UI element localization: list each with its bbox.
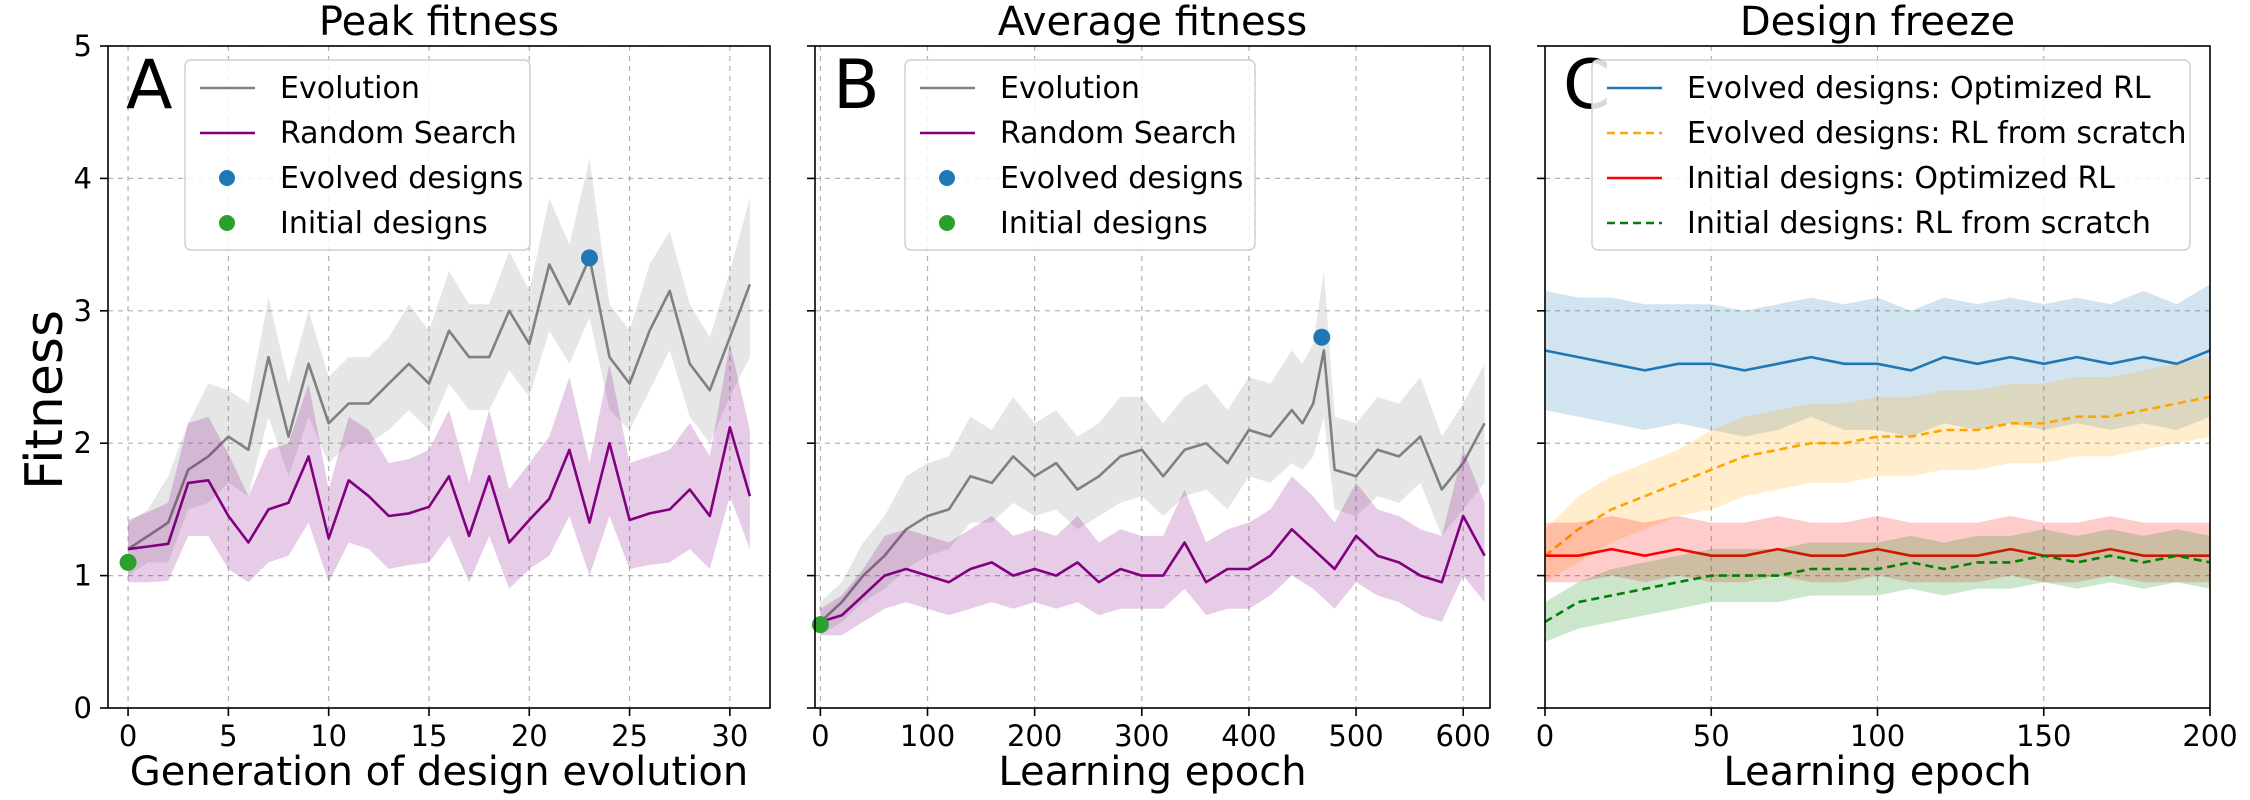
- y-tick-label: 5: [74, 29, 92, 63]
- series-line: [127, 425, 752, 551]
- confidence-band: [128, 343, 750, 589]
- x-tick-label: 200: [1007, 719, 1062, 753]
- chart-panel-a: 0 5 10 15 20 25 30 0 1 2 3 4 5 Peak fitness Generation…: [74, 0, 771, 795]
- plot-frame: [814, 45, 1491, 709]
- legend-box: [904, 59, 1256, 251]
- x-axis-label: Learning epoch: [998, 749, 1306, 795]
- legend-label: Evolution: [280, 71, 420, 106]
- chart-panel-b: 0 100 200 300 400 500 600 Average fitness Learni…: [807, 0, 1491, 795]
- legend-swatch: [939, 215, 955, 231]
- confidence-band: [1545, 284, 2210, 437]
- x-tick-label: 200: [2182, 719, 2237, 753]
- x-tick-label: 20: [511, 719, 548, 753]
- legend-swatch: [219, 170, 235, 186]
- x-tick-label: 300: [1114, 719, 1169, 753]
- plot-frame: [107, 45, 771, 709]
- chart-title: Peak fitness: [319, 0, 559, 45]
- legend: Evolution Random Search Evolved designs Ini…: [904, 59, 1256, 251]
- x-tick-label: 100: [900, 719, 955, 753]
- marker-initial-designs: [811, 616, 829, 634]
- y-tick-label: 1: [74, 559, 92, 593]
- confidence-band: [1545, 357, 2210, 583]
- series-random-search: [127, 343, 752, 589]
- marker-initial-designs: [119, 553, 137, 571]
- x-tick-label: 400: [1221, 719, 1276, 753]
- x-tick-label: 5: [219, 719, 237, 753]
- series-evolved-designs-optimized-rl: [1544, 284, 2211, 437]
- legend-label: Initial designs: [280, 206, 488, 241]
- x-tick-label: 0: [119, 719, 137, 753]
- panel-letter: A: [126, 46, 173, 125]
- x-tick-label: 600: [1436, 719, 1491, 753]
- x-tick-label: 25: [611, 719, 648, 753]
- x-tick-label: 500: [1328, 719, 1383, 753]
- marker-evolved-designs: [580, 249, 598, 267]
- legend-label: Evolved designs: [280, 161, 523, 196]
- confidence-band: [820, 271, 1485, 636]
- legend-label: Evolution: [1000, 71, 1140, 106]
- series-evolution: [819, 271, 1486, 636]
- legend-box: [184, 59, 531, 251]
- series-line: [127, 256, 752, 551]
- panel-letter: B: [833, 46, 880, 125]
- marker-evolved-designs: [1313, 328, 1331, 346]
- y-tick-label: 2: [74, 426, 92, 460]
- series-evolved-designs-rl-from-scratch: [1544, 357, 2211, 583]
- x-tick-label: 0: [1536, 719, 1554, 753]
- legend-swatch: [939, 170, 955, 186]
- chart-title: Design freeze: [1740, 0, 2015, 45]
- y-axis-label: Fitness: [15, 310, 75, 490]
- x-tick-label: 100: [1850, 719, 1905, 753]
- legend-label: Evolved designs: [1000, 161, 1243, 196]
- legend-label: Random Search: [280, 116, 517, 151]
- chart-title: Average fitness: [998, 0, 1308, 45]
- x-tick-label: 30: [711, 719, 748, 753]
- legend-label: Initial designs: [1000, 206, 1208, 241]
- confidence-band: [1545, 529, 2210, 642]
- confidence-band: [820, 449, 1485, 636]
- legend-box: [1591, 59, 2191, 251]
- series-initial-designs-optimized-rl: [1544, 516, 2211, 583]
- x-tick-label: 15: [411, 719, 448, 753]
- y-tick-label: 3: [74, 294, 92, 328]
- legend: Evolved designs: Optimized RL Evolved des…: [1591, 59, 2191, 251]
- legend-label: Random Search: [1000, 116, 1237, 151]
- series-line: [820, 514, 1486, 624]
- x-tick-label: 0: [811, 719, 829, 753]
- legend-label: Initial designs: Optimized RL: [1687, 161, 2115, 196]
- legend: Evolution Random Search Evolved designs Ini…: [184, 59, 531, 251]
- legend-label: Evolved designs: RL from scratch: [1687, 116, 2187, 151]
- legend-label: Evolved designs: Optimized RL: [1687, 71, 2151, 106]
- x-tick-label: 50: [1693, 719, 1730, 753]
- legend-label: Initial designs: RL from scratch: [1687, 206, 2151, 241]
- legend-swatch: [219, 215, 235, 231]
- x-tick-label: 150: [2016, 719, 2071, 753]
- series-line: [819, 349, 1486, 623]
- x-axis-label: Learning epoch: [1723, 749, 2031, 795]
- x-tick-label: 10: [310, 719, 347, 753]
- x-axis-label: Generation of design evolution: [130, 749, 748, 795]
- y-tick-label: 0: [74, 691, 92, 725]
- series-random-search: [820, 449, 1486, 636]
- y-tick-label: 4: [74, 161, 92, 195]
